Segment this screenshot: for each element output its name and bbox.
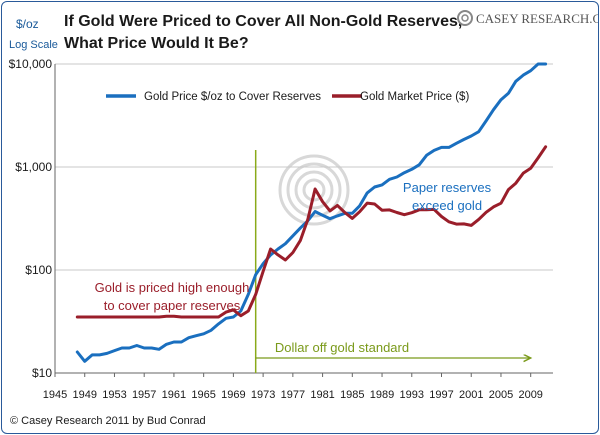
series-line-1 [75,62,548,363]
casey-research-logo-icon [457,10,473,26]
footer-credit: © Casey Research 2011 by Bud Conrad [10,415,206,427]
x-tick-label-1993: 1993 [400,389,424,401]
x-tick-label-1965: 1965 [191,389,215,401]
x-tick-label-1977: 1977 [281,389,305,401]
brand-name: CASEY RESEARCH.COM [476,11,598,26]
y-tick-label-10: $10 [32,366,52,380]
x-tick-label-1969: 1969 [221,389,245,401]
y-tick-label-100: $100 [25,263,52,277]
y-axis-label: $/oz [16,17,39,31]
x-tick-label-1989: 1989 [370,389,394,401]
x-tick-label-1981: 1981 [310,389,334,401]
annotation-2: exceed gold [412,198,482,213]
legend-label-2: Gold Market Price ($) [360,91,469,103]
x-tick-label-1945: 1945 [43,389,67,401]
watermark-ring-1 [278,154,350,226]
y-tick-label-10000: $10,000 [9,57,53,71]
y-axis-sublabel: Log Scale [9,39,58,51]
series-line-2 [75,145,548,319]
annotation-1: Paper reserves [403,180,492,195]
annotation-5: Dollar off gold standard [275,340,409,355]
annotation-3: Gold is priced high enough [95,280,250,295]
chart-title-line-2: What Price Would It Be? [64,35,249,52]
chart-title-line-1: If Gold Were Priced to Cover All Non-Gol… [64,13,462,30]
annotation-4: to cover paper reserves [104,298,241,313]
x-tick-label-1973: 1973 [251,389,275,401]
x-tick-label-1949: 1949 [72,389,96,401]
watermark-ring-3 [294,170,334,210]
x-tick-label-1953: 1953 [102,389,126,401]
watermark-ring-2 [286,162,342,218]
x-tick-label-1985: 1985 [340,389,364,401]
x-tick-label-1961: 1961 [162,389,186,401]
x-tick-label-2005: 2005 [489,389,513,401]
x-tick-label-1957: 1957 [132,389,156,401]
legend-label-1: Gold Price $/oz to Cover Reserves [144,91,321,103]
x-tick-label-2001: 2001 [459,389,483,401]
x-tick-label-2009: 2009 [518,389,542,401]
x-tick-label-1997: 1997 [429,389,453,401]
y-tick-label-1000: $1,000 [15,160,52,174]
watermark-ring-4 [302,178,326,202]
casey-research-logo-icon-inner [461,14,469,22]
